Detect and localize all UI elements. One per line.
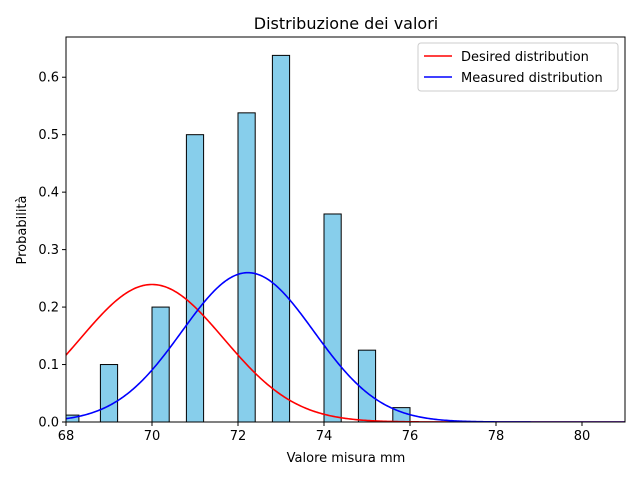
axes-frame <box>65 36 626 423</box>
legend-label-0: Desired distribution <box>461 50 589 65</box>
histogram-bar-1 <box>99 364 119 422</box>
legend-label-1: Measured distribution <box>461 71 603 86</box>
histogram-bar-4 <box>237 112 256 422</box>
histogram-bar-2 <box>151 306 170 422</box>
y-tick-label: 0.3 <box>38 243 59 258</box>
chart-title: Distribuzione dei valori <box>254 14 438 33</box>
x-tick-label: 70 <box>144 429 161 444</box>
y-axis-label: Probabilità <box>15 196 30 265</box>
series-line-desired-distribution <box>66 283 625 422</box>
histogram-bar-7 <box>357 349 377 422</box>
histogram-bar-0 <box>66 414 80 422</box>
y-tick-label: 0.6 <box>38 71 59 86</box>
x-tick-label: 78 <box>488 429 505 444</box>
plot-area: 68 70 72 74 76 78 80 0.0 0.1 0.2 0.3 0.4 0.5 0.6 <box>38 36 626 444</box>
histogram-bar-5 <box>271 54 291 422</box>
x-tick-label: 80 <box>574 429 591 444</box>
y-tick-label: 0.2 <box>38 301 59 316</box>
x-axis-label: Valore misura mm <box>287 451 406 466</box>
legend-box <box>417 42 619 92</box>
x-tick-label: 72 <box>230 429 247 444</box>
y-tick-label: 0.4 <box>38 186 59 201</box>
y-tick-label: 0.1 <box>38 358 59 373</box>
x-tick-label: 74 <box>316 429 333 444</box>
x-tick-label: 68 <box>58 429 75 444</box>
histogram-bar-3 <box>185 134 205 422</box>
y-tick-label: 0.0 <box>38 416 59 431</box>
histogram-bar-6 <box>323 213 342 422</box>
y-tick-label: 0.5 <box>38 128 59 143</box>
x-tick-label: 76 <box>402 429 419 444</box>
legend: Desired distribution Measured distributio… <box>417 42 619 92</box>
